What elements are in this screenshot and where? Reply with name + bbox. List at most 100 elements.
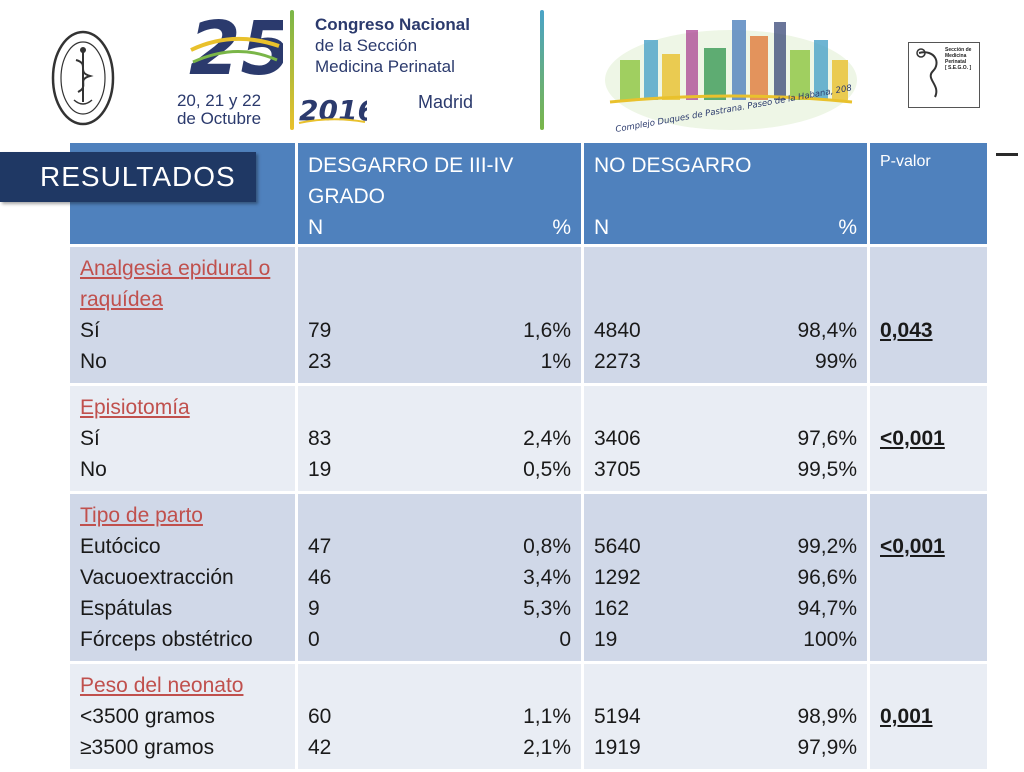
- pvalue-cell: 0,043: [867, 244, 990, 386]
- congress-banner: 25 20, 21 y 22 de Octubre Congreso Nacio…: [0, 0, 1024, 142]
- value-line: 23 1%: [308, 346, 571, 377]
- count-value: 162: [594, 597, 630, 620]
- percent-value: 5,3%: [523, 597, 571, 620]
- item-label: Vacuoextracción: [80, 566, 234, 589]
- section-title: RESULTADOS: [0, 152, 256, 202]
- percent-value: 0: [559, 628, 571, 651]
- value-line: 1919 97,9%: [594, 732, 857, 763]
- row-label-cell: Episiotomía Sí No: [67, 383, 298, 494]
- percent-value: 0,5%: [523, 458, 571, 481]
- anniversary-number: 25: [189, 10, 283, 84]
- percent-value: 1%: [540, 350, 571, 373]
- desgarro-cell: 79 1,6% 23 1%: [295, 244, 584, 386]
- category-label: Peso del neonato: [80, 674, 244, 697]
- pvalue: 0,001: [880, 705, 933, 728]
- table-row: Episiotomía Sí No 83 2,4% 19 0,5% 3406 97,6% 3705…: [67, 383, 990, 494]
- value-line: 1292 96,6%: [594, 562, 857, 593]
- header-n: N: [594, 216, 610, 239]
- table-row: Tipo de parto Eutócico Vacuoextracción Espá…: [67, 491, 990, 664]
- value-line: 5194 98,9%: [594, 701, 857, 732]
- results-table-body: Analgesia epidural o raquídea Sí No 79 1,6% 2…: [67, 244, 990, 772]
- header-desgarro-n-pct: N %: [308, 212, 571, 243]
- item-label: No: [80, 458, 107, 481]
- results-table: DESGARRO DE III-IV GRADO N % NO DESGARRO…: [67, 140, 990, 772]
- percent-value: 2,1%: [523, 736, 571, 759]
- city-label: Madrid: [418, 92, 474, 112]
- count-value: 19: [594, 628, 618, 651]
- count-value: 0: [308, 628, 320, 651]
- header-spacer: [594, 181, 857, 212]
- table-row: Peso del neonato <3500 gramos ≥3500 gramos…: [67, 661, 990, 772]
- anniversary-25-logo: 25: [189, 10, 283, 84]
- value-line: 47 0,8%: [308, 531, 571, 562]
- no-desgarro-cell: 5194 98,9% 1919 97,9%: [581, 661, 870, 772]
- percent-value: 96,6%: [797, 566, 857, 589]
- desgarro-cell: 60 1,1% 42 2,1%: [295, 661, 584, 772]
- header-desgarro: DESGARRO DE III-IV GRADO N %: [295, 140, 584, 247]
- no-desgarro-cell: 5640 99,2% 1292 96,6% 162 94,7% 19 100%: [581, 491, 870, 664]
- count-value: 1292: [594, 566, 641, 589]
- header-desgarro-line2: GRADO: [308, 185, 386, 208]
- item-label: Sí: [80, 319, 100, 342]
- percent-value: 99,2%: [797, 535, 857, 558]
- category-label: Analgesia epidural o raquídea: [80, 257, 271, 311]
- header-no-desgarro-label: NO DESGARRO: [594, 154, 752, 177]
- no-desgarro-cell: 4840 98,4% 2273 99%: [581, 244, 870, 386]
- pvalue-cell: <0,001: [867, 383, 990, 494]
- value-line: 19 100%: [594, 624, 857, 655]
- header-desgarro-line1: DESGARRO DE III-IV: [308, 154, 514, 177]
- item-label: Fórceps obstétrico: [80, 628, 253, 651]
- value-line: 3406 97,6%: [594, 423, 857, 454]
- congress-dates: 20, 21 y 22 de Octubre: [166, 92, 272, 128]
- divider-bar-left: [290, 10, 294, 130]
- count-value: 1919: [594, 736, 641, 759]
- count-value: 2273: [594, 350, 641, 373]
- congress-title: Congreso Nacional: [315, 15, 470, 34]
- value-line: 2273 99%: [594, 346, 857, 377]
- pvalue: <0,001: [880, 427, 945, 450]
- count-value: 83: [308, 427, 332, 450]
- header-no-desgarro-n-pct: N %: [594, 212, 857, 243]
- count-value: 79: [308, 319, 332, 342]
- fetus-icon: [916, 48, 938, 98]
- item-label: Espátulas: [80, 597, 173, 620]
- percent-value: 99%: [814, 350, 857, 373]
- row-label-cell: Analgesia epidural o raquídea Sí No: [67, 244, 298, 386]
- header-pvalor: P-valor: [867, 140, 990, 247]
- percent-value: 98,4%: [797, 319, 857, 342]
- percent-value: 2,4%: [523, 427, 571, 450]
- header-n: N: [308, 216, 324, 239]
- congress-title-block: Congreso Nacional de la Sección Medicina…: [315, 14, 525, 77]
- count-value: 19: [308, 458, 332, 481]
- value-line: 42 2,1%: [308, 732, 571, 763]
- value-line: 5640 99,2%: [594, 531, 857, 562]
- count-value: 4840: [594, 319, 641, 342]
- count-value: 60: [308, 705, 332, 728]
- value-line: 60 1,1%: [308, 701, 571, 732]
- row-label-cell: Tipo de parto Eutócico Vacuoextracción Espá…: [67, 491, 298, 664]
- congress-subtitle-1: de la Sección: [315, 36, 418, 55]
- perinatal-section-logo: Sección de Medicina Perinatal [ S.E.G.O.…: [908, 42, 980, 108]
- header-no-desgarro: NO DESGARRO N %: [581, 140, 870, 247]
- count-value: 42: [308, 736, 332, 759]
- sello-line-2: Medicina: [945, 53, 967, 59]
- table-row: Analgesia epidural o raquídea Sí No 79 1,6% 2…: [67, 244, 990, 386]
- desgarro-cell: 47 0,8% 46 3,4% 9 5,3% 0 0: [295, 491, 584, 664]
- sello-line-4: [ S.E.G.O. ]: [945, 65, 972, 71]
- madrid-skyline-logo: Complejo Duques de Pastrana. Paseo de la…: [605, 20, 857, 135]
- dates-line-2: de Octubre: [176, 109, 262, 128]
- value-line: 9 5,3%: [308, 593, 571, 624]
- count-value: 46: [308, 566, 332, 589]
- percent-value: 98,9%: [797, 705, 857, 728]
- percent-value: 99,5%: [797, 458, 857, 481]
- divider-bar-right: [540, 10, 544, 130]
- percent-value: 3,4%: [523, 566, 571, 589]
- percent-value: 0,8%: [523, 535, 571, 558]
- value-line: 19 0,5%: [308, 454, 571, 485]
- pvalue-cell: <0,001: [867, 491, 990, 664]
- sello-line-1: Sección de: [945, 47, 972, 53]
- category-label: Episiotomía: [80, 396, 190, 419]
- value-line: 83 2,4%: [308, 423, 571, 454]
- percent-value: 1,6%: [523, 319, 571, 342]
